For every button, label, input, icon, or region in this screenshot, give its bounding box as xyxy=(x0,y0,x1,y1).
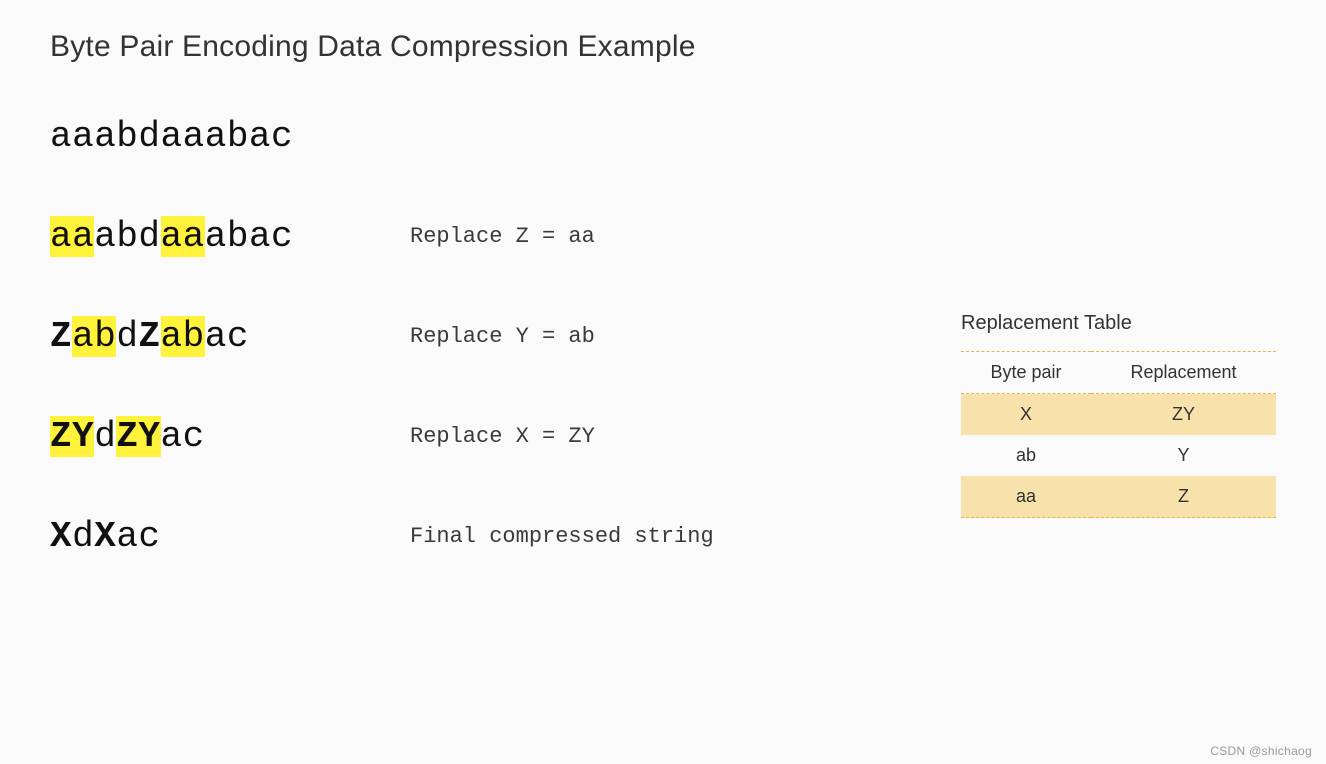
string-col: XdXac xyxy=(50,516,410,557)
bold-segment: Z xyxy=(50,316,72,357)
step-string: aaabdaaabac xyxy=(50,216,293,257)
text-segment: ac xyxy=(205,316,249,357)
table-cell-replacement: ZY xyxy=(1091,394,1276,436)
highlighted-segment: ab xyxy=(72,316,116,357)
highlighted-segment: ZY xyxy=(50,416,94,457)
initial-string: aaabdaaabac xyxy=(50,116,293,157)
highlighted-segment: ab xyxy=(161,316,205,357)
step-row: aaabdaaabacReplace Z = aa xyxy=(50,214,1276,258)
page-root: Byte Pair Encoding Data Compression Exam… xyxy=(0,0,1326,764)
page-title: Byte Pair Encoding Data Compression Exam… xyxy=(50,30,1276,64)
text-segment: abd xyxy=(94,216,160,257)
initial-string-row: aaabdaaabac xyxy=(50,114,1276,158)
step-string: ZYdZYac xyxy=(50,416,205,457)
step-label: Final compressed string xyxy=(410,524,714,549)
string-col: aaabdaaabac xyxy=(50,116,410,157)
string-col: ZYdZYac xyxy=(50,416,410,457)
highlighted-segment: aa xyxy=(161,216,205,257)
table-cell-pair: ab xyxy=(961,435,1091,476)
replacement-table-wrap: Replacement Table Byte pair Replacement … xyxy=(961,312,1276,518)
table-row: aaZ xyxy=(961,476,1276,518)
table-cell-replacement: Z xyxy=(1091,476,1276,518)
replacement-table: Byte pair Replacement XZYabYaaZ xyxy=(961,351,1276,518)
step-label: Replace Z = aa xyxy=(410,224,595,249)
step-label: Replace X = ZY xyxy=(410,424,595,449)
replacement-table-title: Replacement Table xyxy=(961,312,1276,335)
table-col-replacement: Replacement xyxy=(1091,352,1276,394)
table-cell-pair: aa xyxy=(961,476,1091,518)
string-col: ZabdZabac xyxy=(50,316,410,357)
watermark: CSDN @shichaog xyxy=(1210,744,1312,758)
step-row: XdXac Final compressed string xyxy=(50,514,1276,558)
text-segment: d xyxy=(94,416,116,457)
text-segment: d xyxy=(116,316,138,357)
bold-segment: X xyxy=(50,516,72,557)
highlighted-segment: ZY xyxy=(116,416,160,457)
step-label: Replace Y = ab xyxy=(410,324,595,349)
text-segment: abac xyxy=(205,216,293,257)
step-string: ZabdZabac xyxy=(50,316,249,357)
table-cell-pair: X xyxy=(961,394,1091,436)
string-col: aaabdaaabac xyxy=(50,216,410,257)
table-row: abY xyxy=(961,435,1276,476)
step-string: XdXac xyxy=(50,516,161,557)
bold-segment: Z xyxy=(138,316,160,357)
text-segment: d xyxy=(72,516,94,557)
table-row: XZY xyxy=(961,394,1276,436)
table-header-row: Byte pair Replacement xyxy=(961,352,1276,394)
text-segment: aaabdaaabac xyxy=(50,116,293,157)
text-segment: ac xyxy=(161,416,205,457)
highlighted-segment: aa xyxy=(50,216,94,257)
text-segment: ac xyxy=(116,516,160,557)
table-cell-replacement: Y xyxy=(1091,435,1276,476)
table-col-pair: Byte pair xyxy=(961,352,1091,394)
bold-segment: X xyxy=(94,516,116,557)
